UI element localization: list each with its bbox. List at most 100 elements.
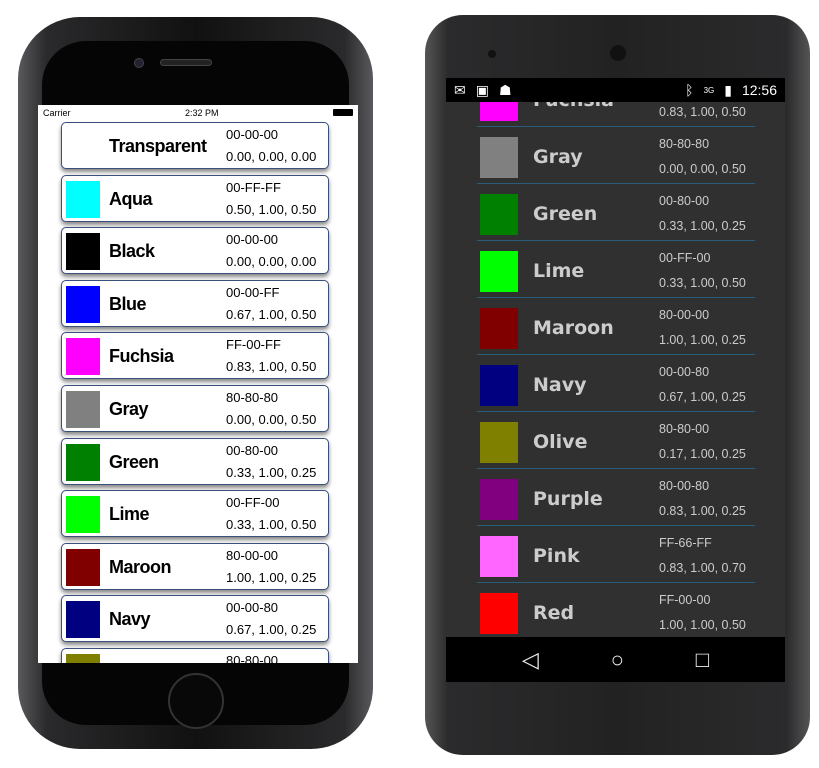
hsl-value: 1.00, 1.00, 0.25 [659,333,746,347]
color-name: Fuchsia [109,346,174,367]
color-name: Fuchsia [533,102,614,111]
color-name: Red [533,602,575,624]
list-item[interactable]: Fuchsia FF-00-FF 0.83, 1.00, 0.50 [61,332,329,380]
hsl-value: 0.83, 1.00, 0.50 [226,359,317,375]
list-item[interactable]: Navy 00-00-80 0.67, 1.00, 0.25 [477,355,755,412]
android-screen: ✉ ▣ ☗ ᛒ 3G ▮ 12:56 Fuchsia 0.83, 1.00, 0.… [446,78,785,682]
battery-icon: ▮ [724,81,732,98]
list-item[interactable]: Black 00-00-00 0.00, 0.00, 0.00 [61,227,329,275]
hex-value: FF-00-FF [226,337,281,353]
hex-value: 00-00-80 [226,600,279,616]
bluetooth-icon: ᛒ [685,82,694,98]
carrier: Carrier [43,107,71,118]
list-item[interactable]: Fuchsia 0.83, 1.00, 0.50 [477,102,755,127]
color-swatch [480,536,518,577]
list-viewport[interactable]: Fuchsia 0.83, 1.00, 0.50 Gray 80-80-80 0.00,… [446,102,785,637]
color-swatch [66,548,100,586]
color-name: Maroon [533,317,614,339]
hex-value: 00-FF-FF [226,179,281,195]
color-name: Green [533,203,598,225]
color-swatch [66,180,100,218]
list-item[interactable]: Lime 00-FF-00 0.33, 1.00, 0.50 [477,241,755,298]
nav-bar: ◁ ○ □ [446,637,785,682]
list-item[interactable]: Aqua 00-FF-FF 0.50, 1.00, 0.50 [61,174,329,222]
hex-value: 00-80-00 [226,442,279,458]
color-swatch [66,128,100,165]
hex-value: 00-00-80 [659,365,710,379]
list-item[interactable]: 80-80-00 [61,647,329,663]
hex-value: FF-00-00 [659,593,711,607]
list-item[interactable]: Gray 80-80-80 0.00, 0.00, 0.50 [477,127,755,184]
list-item[interactable]: Gray 80-80-80 0.00, 0.00, 0.50 [61,384,329,432]
hsl-value: 0.67, 1.00, 0.25 [226,622,317,638]
color-list[interactable]: Transparent 00-00-00 0.00, 0.00, 0.00 Aqua 0… [61,122,329,663]
back-icon[interactable]: ◁ [521,646,539,672]
hex-value: 00-80-00 [659,194,710,208]
list-item[interactable]: Navy 00-00-80 0.67, 1.00, 0.25 [61,595,329,643]
hsl-value: 0.83, 1.00, 0.25 [659,504,746,518]
list-item[interactable]: Transparent 00-00-00 0.00, 0.00, 0.00 [61,122,329,169]
list-item[interactable]: Green 00-80-00 0.33, 1.00, 0.25 [61,437,329,485]
color-swatch [66,601,100,639]
hsl-value: 0.67, 1.00, 0.50 [226,306,317,322]
color-name: Aqua [109,188,153,209]
list-item[interactable]: Maroon 80-00-00 1.00, 1.00, 0.25 [477,298,755,355]
list-item[interactable]: Pink FF-66-FF 0.83, 1.00, 0.70 [477,526,755,583]
color-name: Maroon [109,556,172,577]
hsl-value: 1.00, 1.00, 0.50 [659,618,746,632]
list-item[interactable]: Red FF-00-00 1.00, 1.00, 0.50 [477,583,755,637]
hex-value: 80-00-00 [226,547,279,563]
status-time: 2:32 PM [184,107,219,118]
hsl-value: 0.83, 1.00, 0.70 [659,561,746,575]
hsl-value: 0.00, 0.00, 0.50 [659,162,746,176]
list-item[interactable]: Olive 80-80-00 0.17, 1.00, 0.25 [477,412,755,469]
hex-value: 80-80-80 [226,389,279,405]
color-swatch [480,194,518,235]
color-swatch [480,251,518,292]
hsl-value: 0.33, 1.00, 0.50 [659,276,746,290]
home-button[interactable] [168,673,224,729]
hex-value: 00-00-FF [226,284,280,300]
hsl-value: 0.00, 0.00, 0.00 [226,149,317,164]
hsl-value: 0.33, 1.00, 0.50 [226,517,317,533]
battery-icon [332,109,353,116]
color-list[interactable]: Fuchsia 0.83, 1.00, 0.50 Gray 80-80-80 0.00,… [477,102,755,637]
color-name: Navy [533,374,587,396]
list-item[interactable]: Blue 00-00-FF 0.67, 1.00, 0.50 [61,279,329,327]
color-name: Purple [533,488,603,510]
color-swatch [480,479,518,520]
color-swatch [480,422,518,463]
color-swatch [480,308,518,349]
color-swatch [66,338,100,376]
android-icon: ☗ [498,81,512,98]
list-item[interactable]: Lime 00-FF-00 0.33, 1.00, 0.50 [61,490,329,538]
color-name: Blue [109,293,147,314]
color-name: Navy [109,609,151,630]
list-item[interactable]: Green 00-80-00 0.33, 1.00, 0.25 [477,184,755,241]
hsl-value: 0.33, 1.00, 0.25 [226,464,317,480]
color-name: Transparent [109,136,207,156]
color-name: Black [109,241,155,262]
hsl-value: 0.00, 0.00, 0.00 [226,254,317,270]
color-name: Olive [533,431,588,453]
hex-value: 00-00-00 [226,232,279,248]
color-name: Pink [533,545,580,567]
color-swatch [480,137,518,178]
color-swatch [66,496,100,534]
color-swatch [480,102,518,121]
list-item[interactable]: Maroon 80-00-00 1.00, 1.00, 0.25 [61,542,329,590]
home-icon[interactable]: ○ [610,646,624,672]
ios-screen: Carrier 2:32 PM Transparent 00-00-00 0.00,… [38,105,358,663]
hsl-value: 0.33, 1.00, 0.25 [659,219,746,233]
speaker [160,59,212,66]
hsl-value: 1.00, 1.00, 0.25 [226,569,317,585]
color-swatch [480,365,518,406]
hex-value: 80-00-80 [659,479,710,493]
color-name: Lime [533,260,585,282]
camera [488,50,496,58]
hex-value: 80-80-00 [659,422,710,436]
list-item[interactable]: Purple 80-00-80 0.83, 1.00, 0.25 [477,469,755,526]
recents-icon[interactable]: □ [695,646,710,672]
color-name: Green [109,451,159,472]
status-bar: ✉ ▣ ☗ ᛒ 3G ▮ 12:56 [446,78,785,102]
